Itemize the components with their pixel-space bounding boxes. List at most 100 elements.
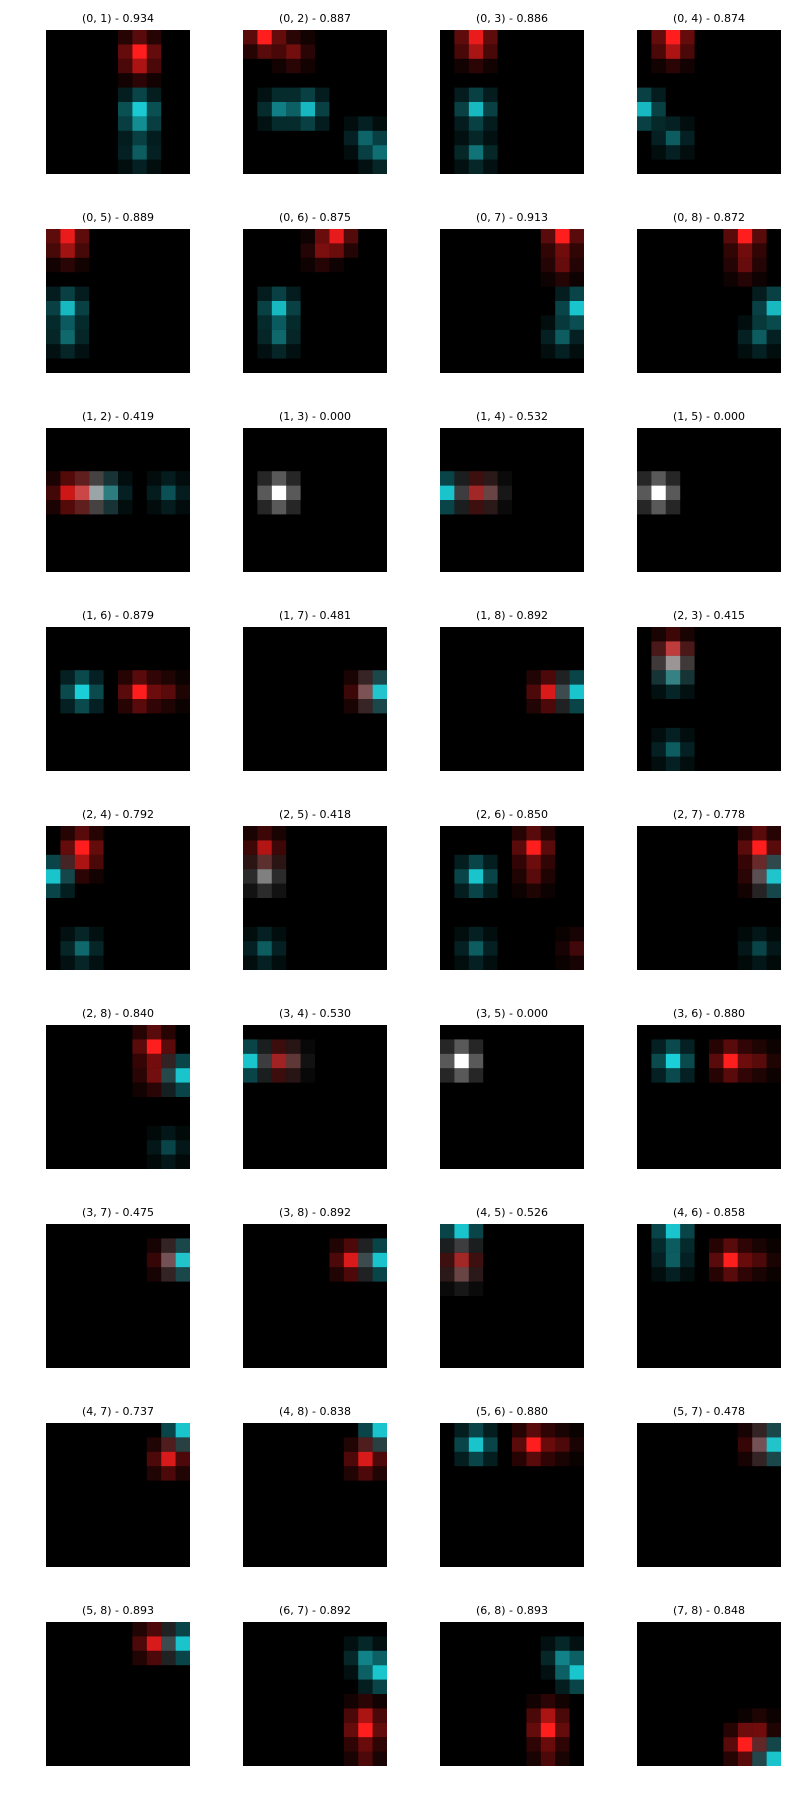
- heatmap-cell: [468, 1267, 484, 1282]
- heatmap-cell: [161, 1053, 176, 1069]
- heatmap-cell: [161, 1082, 176, 1097]
- heatmap-cell: [146, 44, 162, 59]
- heatmap-cell: [271, 883, 287, 898]
- heatmap-cell: [343, 1437, 359, 1452]
- heatmap-background: [637, 30, 781, 174]
- heatmap-cell: [132, 159, 147, 174]
- heatmap-cell: [752, 329, 767, 345]
- heatmap-cell: [286, 1053, 301, 1069]
- heatmap-cell: [60, 257, 75, 273]
- heatmap-canvas: [46, 428, 190, 572]
- heatmap-cell: [132, 44, 147, 59]
- heatmap-cell: [723, 1068, 738, 1083]
- heatmap-cell: [89, 941, 104, 956]
- heatmap-cell: [46, 854, 61, 870]
- heatmap-cell: [737, 1722, 753, 1738]
- heatmap-cell: [60, 485, 75, 500]
- heatmap-cell: [74, 229, 90, 244]
- heatmap-cell: [680, 1039, 695, 1054]
- heatmap-cell: [497, 471, 512, 486]
- heatmap-cell: [637, 87, 652, 102]
- heatmap-cell: [271, 826, 287, 841]
- heatmap-cell: [540, 315, 556, 330]
- heatmap-cell: [358, 684, 373, 699]
- heatmap-cell: [60, 840, 75, 855]
- heatmap-cell: [146, 130, 162, 146]
- heatmap-cell: [161, 1650, 176, 1666]
- panel-title: (0, 7) - 0.913: [475, 211, 549, 224]
- heatmap-cell: [483, 1451, 498, 1467]
- heatmap-image: [637, 1224, 781, 1368]
- heatmap-cell: [752, 243, 767, 258]
- heatmap-canvas: [440, 826, 584, 970]
- heatmap-cell: [454, 130, 469, 146]
- heatmap-cell: [118, 500, 133, 515]
- heatmap-cell: [569, 955, 584, 970]
- heatmap-cell: [766, 941, 781, 956]
- panel-title: (1, 4) - 0.532: [475, 410, 549, 423]
- heatmap-cell: [665, 727, 681, 743]
- heatmap-cell: [637, 116, 652, 131]
- heatmap-cell: [752, 1451, 767, 1467]
- heatmap-cell: [540, 883, 556, 898]
- panel-title: (2, 6) - 0.850: [475, 808, 549, 821]
- heatmap-cell: [468, 58, 484, 74]
- heatmap-cell: [271, 315, 287, 330]
- heatmap-cell: [737, 1267, 753, 1282]
- heatmap-cell: [512, 1423, 527, 1438]
- heatmap-cell: [286, 102, 301, 117]
- heatmap-cell: [89, 500, 104, 515]
- heatmap-cell: [569, 926, 584, 942]
- heatmap-cell: [440, 1238, 455, 1253]
- heatmap-cell: [286, 44, 301, 59]
- heatmap-cell: [46, 257, 61, 273]
- heatmap-cell: [723, 1737, 738, 1752]
- heatmap-cell: [46, 243, 61, 258]
- heatmap-cell: [343, 1466, 359, 1481]
- heatmap-background: [440, 1423, 584, 1567]
- heatmap-cell: [175, 1423, 190, 1438]
- heatmap-cell: [752, 1267, 767, 1282]
- heatmap-cell: [752, 1423, 767, 1438]
- heatmap-cell: [737, 1068, 753, 1083]
- heatmap-cell: [569, 1423, 584, 1438]
- heatmap-cell: [372, 1708, 387, 1723]
- heatmap-cell: [161, 699, 176, 714]
- heatmap-cell: [766, 926, 781, 942]
- heatmap-cell: [526, 1722, 541, 1738]
- heatmap-cell: [343, 243, 359, 258]
- heatmap-cell: [271, 30, 287, 45]
- heatmap-cell: [569, 257, 584, 273]
- heatmap-cell: [46, 471, 61, 486]
- heatmap-cell: [161, 485, 176, 500]
- heatmap-cell: [146, 1125, 162, 1141]
- heatmap-cell: [454, 1267, 469, 1282]
- heatmap-cell: [74, 926, 90, 942]
- heatmap-cell: [526, 1722, 541, 1738]
- heatmap-cell: [74, 955, 90, 970]
- heatmap-cell: [358, 684, 373, 699]
- heatmap-cell: [358, 670, 373, 685]
- heatmap-cell: [315, 87, 330, 102]
- heatmap-cell: [665, 145, 681, 160]
- heatmap-cell: [161, 1267, 176, 1282]
- heatmap-cell: [46, 315, 61, 330]
- heatmap-cell: [512, 840, 527, 855]
- heatmap-cell: [74, 315, 90, 330]
- heatmap-cell: [118, 699, 133, 714]
- heatmap-cell: [257, 955, 272, 970]
- heatmap-cell: [89, 485, 104, 500]
- heatmap-cell: [540, 1665, 556, 1680]
- heatmap-cell: [343, 1238, 359, 1253]
- heatmap-cell: [555, 1423, 570, 1438]
- heatmap-cell: [271, 941, 287, 956]
- heatmap-image: [637, 1025, 781, 1169]
- heatmap-cell: [752, 869, 767, 884]
- heatmap-cell: [569, 243, 584, 258]
- heatmap-cell: [483, 145, 498, 160]
- heatmap-cell: [132, 1622, 147, 1637]
- heatmap-cell: [555, 243, 570, 258]
- heatmap-cell: [680, 1252, 695, 1268]
- heatmap-cell: [468, 1053, 484, 1069]
- heatmap-cell: [454, 1238, 469, 1253]
